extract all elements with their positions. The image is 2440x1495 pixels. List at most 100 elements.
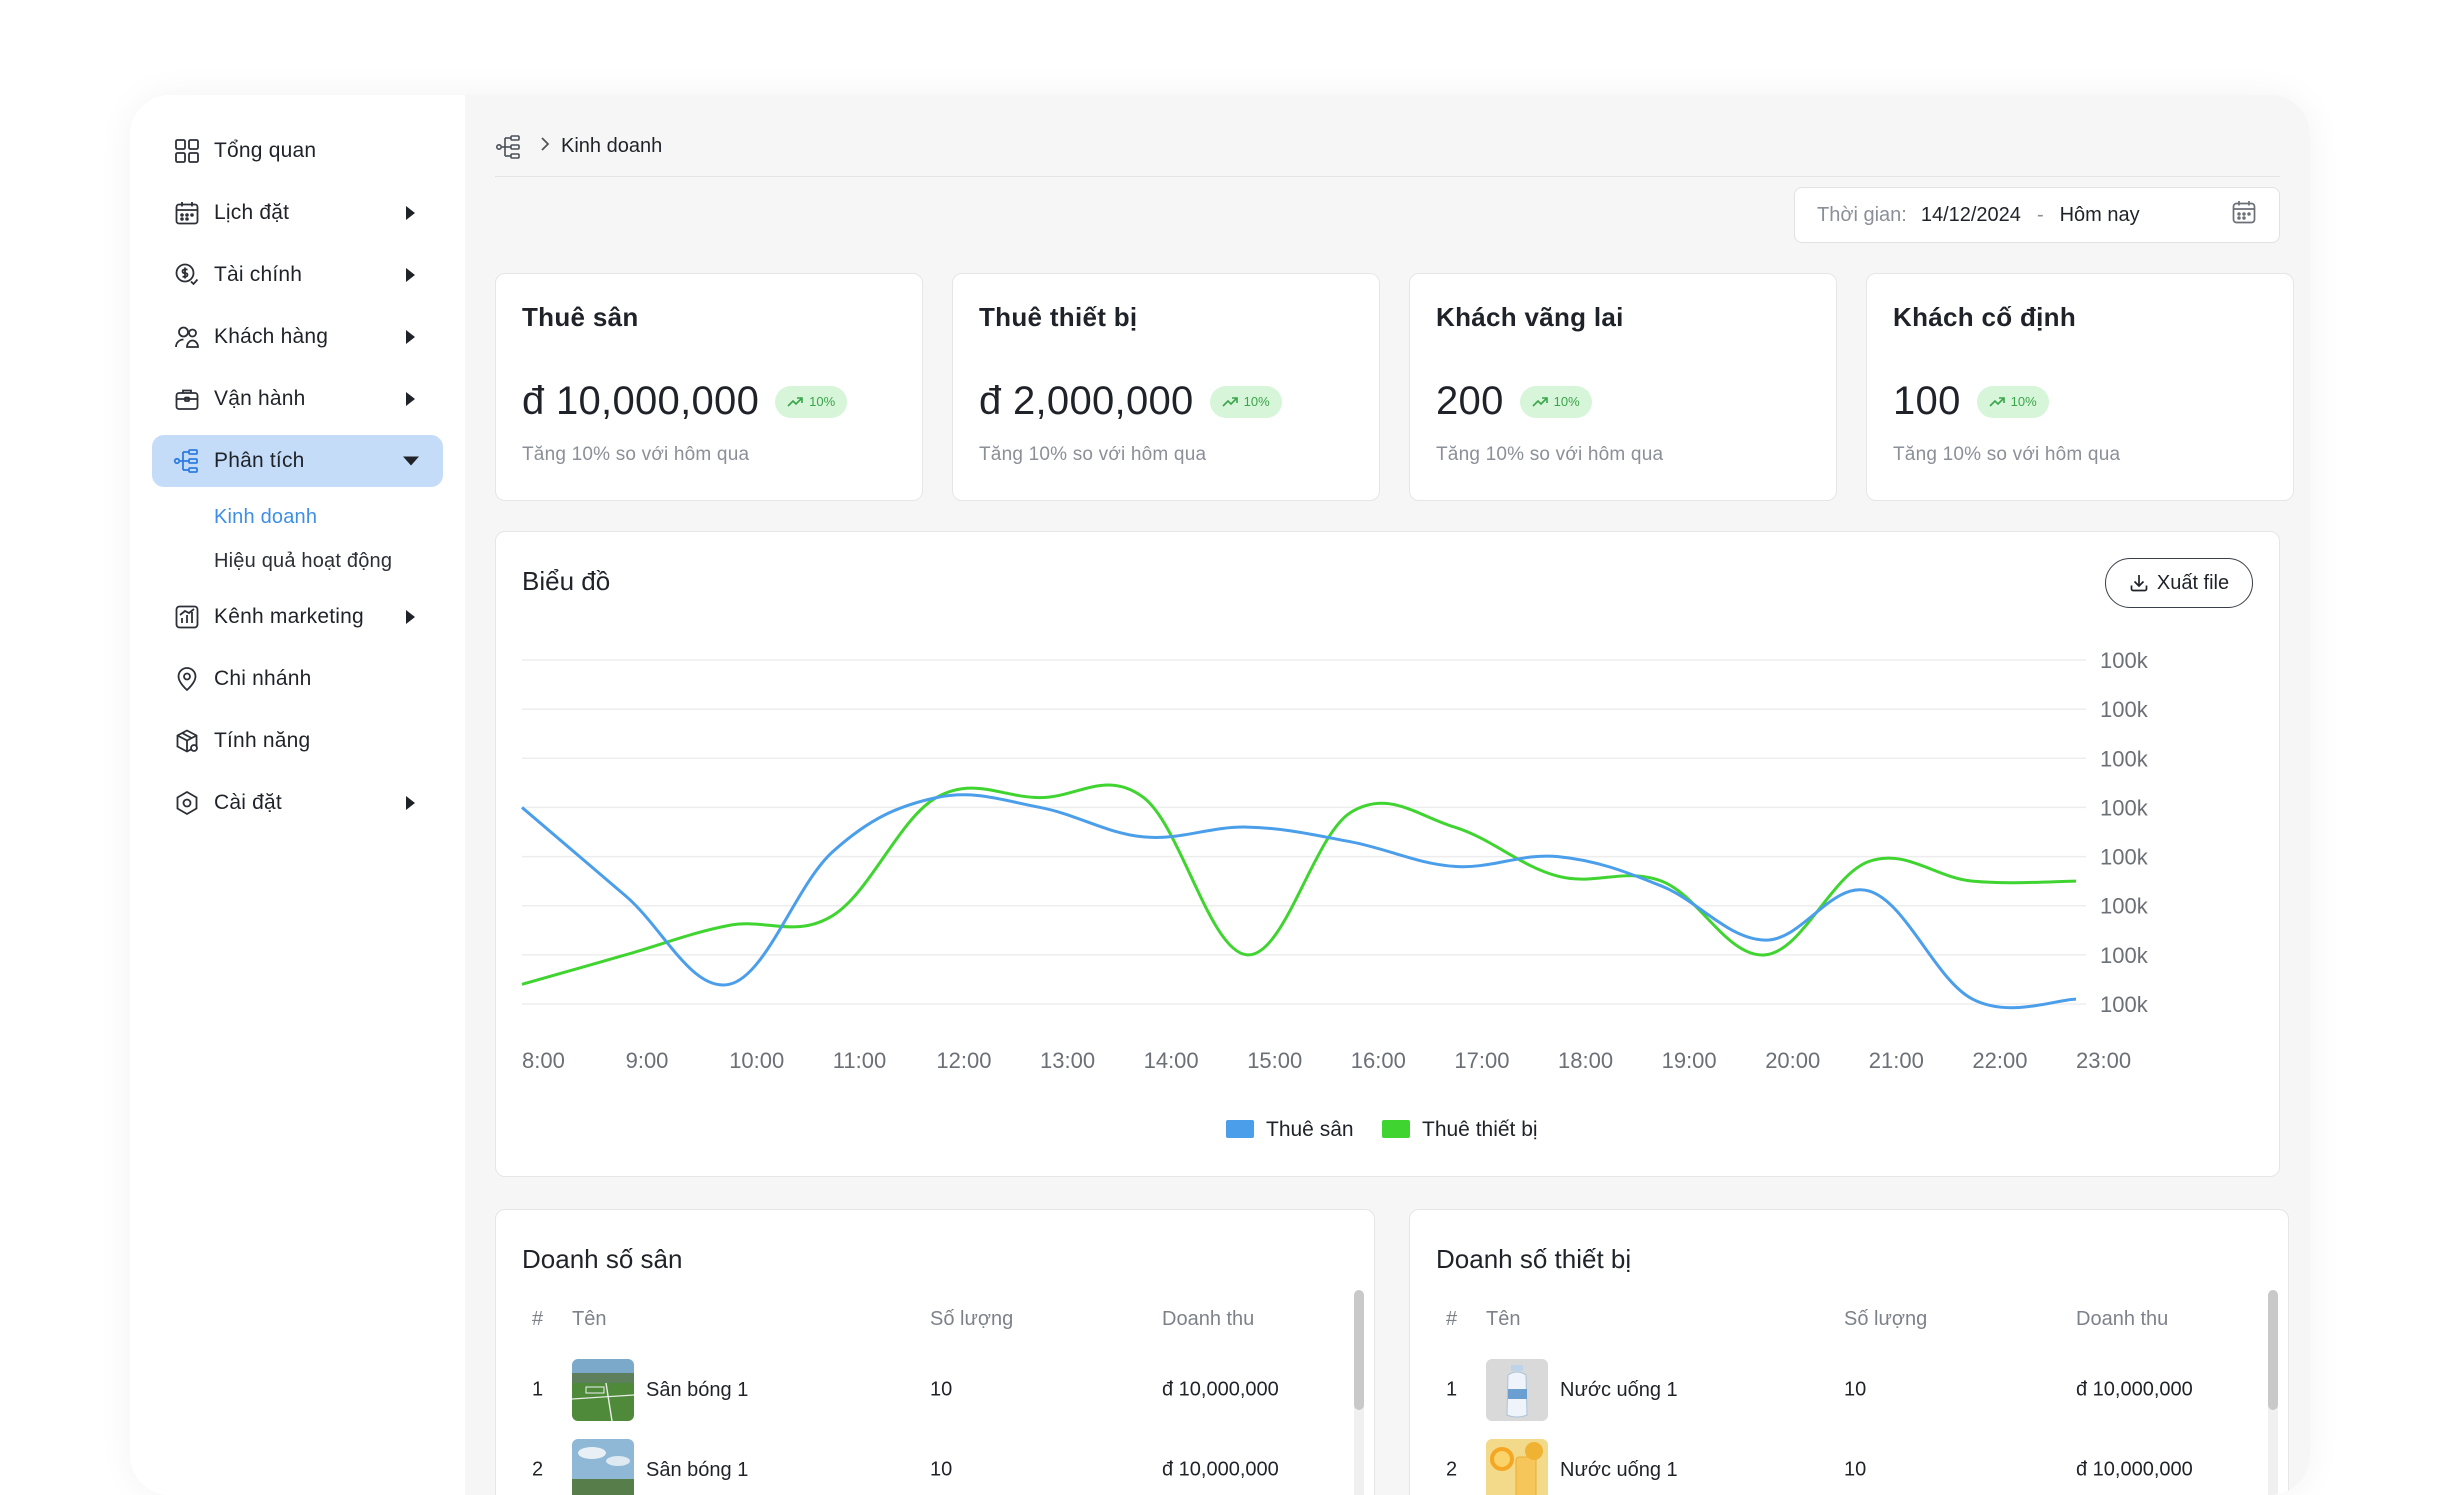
table-row[interactable]: 2 Nước uống 1 10 đ 10,000,000 bbox=[1436, 1438, 2248, 1495]
sidebar-item-settings[interactable]: Cài đặt bbox=[152, 777, 443, 829]
sidebar-item-branches[interactable]: Chi nhánh bbox=[152, 653, 443, 705]
settings-hex-icon bbox=[172, 788, 202, 818]
export-file-button[interactable]: Xuất file bbox=[2105, 558, 2253, 608]
table-row[interactable]: 1 Nước uống 1 10 đ 10,000,000 bbox=[1436, 1358, 2248, 1422]
location-icon bbox=[172, 664, 202, 694]
stat-note: Tăng 10% so với hôm qua bbox=[1893, 444, 2121, 465]
row-name-cell: Nước uống 1 bbox=[1486, 1359, 1678, 1421]
column-header-quantity[interactable]: Số lượng bbox=[930, 1308, 1014, 1330]
column-header-name[interactable]: Tên bbox=[1486, 1308, 1521, 1330]
table-title: Doanh số thiết bị bbox=[1436, 1244, 1632, 1274]
calendar-icon bbox=[172, 198, 202, 228]
row-revenue: đ 10,000,000 bbox=[1162, 1458, 1279, 1481]
column-header-index[interactable]: # bbox=[1446, 1308, 1458, 1330]
export-file-label: Xuất file bbox=[2156, 571, 2230, 594]
chart-card: 100k 100k 100k 100k 100k 100k 100k 100k 8:00 9:00… bbox=[495, 531, 2280, 1177]
trend-badge-value: 10% bbox=[809, 394, 836, 409]
sidebar-item-booking[interactable]: Lịch đặt bbox=[152, 187, 443, 239]
equipment-sales-table: Doanh số thiết bị # Tên Số lượng Doanh t… bbox=[1409, 1209, 2289, 1495]
row-quantity: 10 bbox=[1844, 1458, 1867, 1481]
date-range-from[interactable]: 14/12/2024 bbox=[1920, 203, 2021, 226]
x-tick-label: 21:00 bbox=[1869, 1048, 1924, 1073]
x-tick-label: 17:00 bbox=[1454, 1048, 1509, 1073]
sidebar-item-label: Tổng quan bbox=[214, 139, 317, 162]
briefcase-icon bbox=[172, 384, 202, 414]
row-revenue: đ 10,000,000 bbox=[1162, 1378, 1279, 1401]
date-range-picker[interactable]: Thời gian: 14/12/2024 - Hôm nay bbox=[1794, 187, 2280, 243]
scrollbar[interactable] bbox=[2268, 1290, 2278, 1495]
table-row[interactable]: 2 Sân bóng 1 10 đ 10,000,000 bbox=[522, 1438, 1334, 1495]
grid-icon bbox=[172, 136, 202, 166]
x-tick-label: 20:00 bbox=[1765, 1048, 1820, 1073]
x-tick-label: 14:00 bbox=[1144, 1048, 1199, 1073]
table-header: # Tên Số lượng Doanh thu bbox=[1436, 1308, 2248, 1338]
stat-card-equipment-rental: Thuê thiết bị đ 2,000,000 10% Tăng 10% s… bbox=[952, 273, 1380, 501]
breadcrumb-current[interactable]: Kinh doanh bbox=[561, 135, 663, 157]
sidebar-item-overview[interactable]: Tổng quan bbox=[152, 125, 443, 177]
sidebar-item-label: Phân tích bbox=[214, 449, 305, 472]
download-icon bbox=[2130, 575, 2148, 592]
trend-badge-value: 10% bbox=[2010, 394, 2037, 409]
y-tick-label: 100k bbox=[2100, 943, 2149, 968]
users-icon bbox=[172, 322, 202, 352]
legend-swatch bbox=[1226, 1120, 1254, 1138]
row-quantity: 10 bbox=[1844, 1378, 1867, 1401]
row-name-cell: Sân bóng 1 bbox=[572, 1439, 748, 1495]
row-quantity: 10 bbox=[930, 1458, 953, 1481]
trend-badge: 10% bbox=[775, 385, 848, 418]
x-tick-label: 16:00 bbox=[1351, 1048, 1406, 1073]
table-title: Doanh số sân bbox=[522, 1244, 683, 1274]
stat-value: 200 bbox=[1436, 379, 1504, 423]
x-tick-label: 8:00 bbox=[522, 1048, 565, 1073]
sidebar-item-finance[interactable]: Tài chính bbox=[152, 249, 443, 301]
x-tick-label: 18:00 bbox=[1558, 1048, 1613, 1073]
analytics-tree-icon[interactable] bbox=[495, 133, 523, 161]
x-tick-label: 23:00 bbox=[2076, 1048, 2131, 1073]
x-tick-label: 19:00 bbox=[1662, 1048, 1717, 1073]
sidebar-item-label: Kênh marketing bbox=[214, 605, 364, 628]
column-header-index[interactable]: # bbox=[532, 1308, 544, 1330]
trend-badge-value: 10% bbox=[1243, 394, 1270, 409]
x-tick-label: 12:00 bbox=[936, 1048, 991, 1073]
caret-down-icon bbox=[403, 456, 419, 466]
main-content: Kinh doanh Thời gian: 14/12/2024 - Hôm n… bbox=[465, 95, 2310, 1495]
column-header-revenue[interactable]: Doanh thu bbox=[2076, 1308, 2169, 1330]
chevron-right-icon bbox=[539, 136, 551, 157]
submenu-item-business[interactable]: Kinh doanh bbox=[214, 505, 318, 528]
x-tick-label: 10:00 bbox=[729, 1048, 784, 1073]
field-sales-table: Doanh số sân # Tên Số lượng Doanh thu 1 … bbox=[495, 1209, 1375, 1495]
column-header-quantity[interactable]: Số lượng bbox=[1844, 1308, 1928, 1330]
column-header-name[interactable]: Tên bbox=[572, 1308, 607, 1330]
sidebar-item-operations[interactable]: Vận hành bbox=[152, 373, 443, 425]
sidebar-item-features[interactable]: Tính năng bbox=[152, 715, 443, 767]
sidebar-item-label: Tính năng bbox=[214, 729, 311, 752]
stat-title: Thuê thiết bị bbox=[979, 302, 1138, 332]
calendar-icon[interactable] bbox=[2231, 199, 2257, 231]
row-name-cell: Sân bóng 1 bbox=[572, 1359, 748, 1421]
scrollbar-thumb[interactable] bbox=[1354, 1290, 1364, 1410]
trend-badge: 10% bbox=[1209, 385, 1282, 418]
column-header-revenue[interactable]: Doanh thu bbox=[1162, 1308, 1255, 1330]
legend-label: Thuê sân bbox=[1266, 1118, 1354, 1141]
sidebar-item-marketing[interactable]: Kênh marketing bbox=[152, 591, 443, 643]
series-line-0 bbox=[521, 793, 2077, 1010]
breadcrumb: Kinh doanh bbox=[495, 131, 2280, 177]
analytics-tree-icon bbox=[172, 446, 202, 476]
row-quantity: 10 bbox=[930, 1378, 953, 1401]
y-tick-label: 100k bbox=[2100, 746, 2149, 771]
row-revenue: đ 10,000,000 bbox=[2076, 1458, 2193, 1481]
y-tick-label: 100k bbox=[2100, 992, 2149, 1017]
table-row[interactable]: 1 Sân bóng 1 10 đ 10,000,000 bbox=[522, 1358, 1334, 1422]
stat-card-regular-customers: Khách cố định 100 10% Tăng 10% so với hô… bbox=[1866, 273, 2294, 501]
scrollbar-thumb[interactable] bbox=[2268, 1290, 2278, 1410]
sidebar-item-analytics[interactable]: Phân tích bbox=[152, 435, 443, 487]
date-range-label: Thời gian: bbox=[1817, 203, 1907, 226]
sidebar-item-customers[interactable]: Khách hàng bbox=[152, 311, 443, 363]
submenu-item-performance[interactable]: Hiệu quả hoạt động bbox=[214, 549, 393, 572]
date-range-to[interactable]: Hôm nay bbox=[2059, 203, 2140, 226]
scrollbar[interactable] bbox=[1354, 1290, 1364, 1495]
table-header: # Tên Số lượng Doanh thu bbox=[522, 1308, 1334, 1338]
x-tick-label: 11:00 bbox=[833, 1048, 886, 1073]
caret-right-icon bbox=[406, 330, 415, 344]
caret-right-icon bbox=[406, 796, 415, 810]
